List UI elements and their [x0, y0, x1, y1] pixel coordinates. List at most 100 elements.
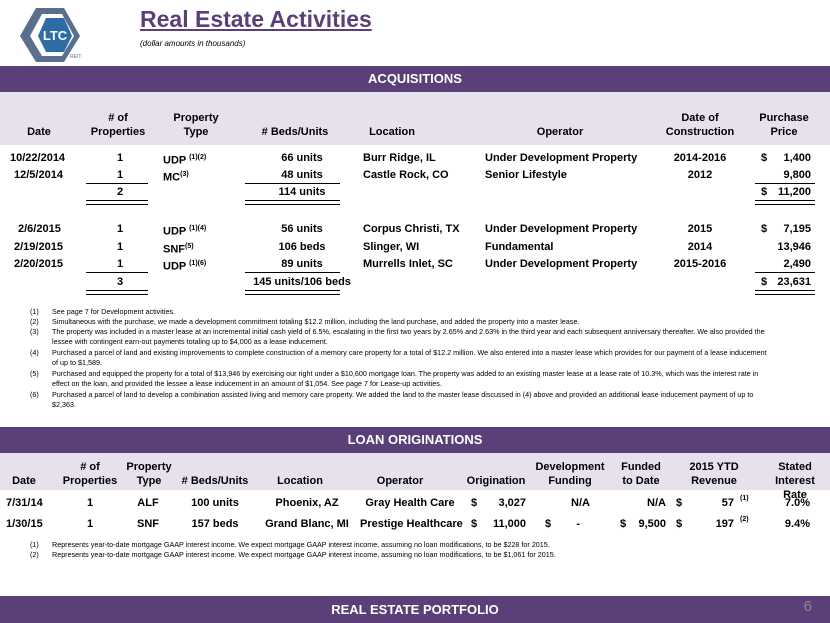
acq-date: 10/22/2014 [10, 152, 66, 164]
footnote-text: Represents year-to-date mortgage GAAP in… [52, 550, 556, 559]
footnote-text: Simultaneous with the purchase, we made … [52, 317, 580, 326]
acq-date: 2/6/2015 [18, 223, 61, 235]
acq-beds: 56 units [281, 223, 323, 235]
acq-total-beds: 114 units [278, 186, 326, 198]
table-row: 2/6/2015 1 UDP (1)(4) 56 units Corpus Ch… [0, 222, 830, 238]
acq-operator: Senior Lifestyle [485, 169, 567, 181]
footnote-number: (4) [30, 348, 39, 357]
footnote-number: (2) [30, 317, 39, 326]
acq-price: 7,195 [783, 223, 811, 235]
acquisitions-section-title: ACQUISITIONS [0, 66, 830, 92]
double-divider [86, 290, 148, 295]
loan-col-location: Location [277, 475, 323, 487]
double-divider [245, 200, 340, 205]
loan-type: ALF [137, 497, 159, 509]
loan-col-stated-rate: Stated Interest Rate [775, 461, 815, 501]
loan-origination: 11,000 [492, 518, 526, 530]
loan-beds: 157 beds [191, 518, 239, 530]
loan-location: Grand Blanc, MI [265, 518, 349, 530]
acq-location: Murrells Inlet, SC [363, 258, 453, 270]
acq-location: Slinger, WI [363, 241, 420, 253]
acq-col-date: Date [27, 126, 51, 138]
footnote-number: (5) [30, 369, 39, 378]
acq-col-operator: Operator [536, 126, 584, 138]
acq-dollar: $ [761, 223, 768, 235]
acq-total-dollar: $ [761, 276, 768, 288]
loan-col-date: Date [12, 475, 36, 487]
loan-funded: 9,500 [638, 518, 666, 530]
divider [86, 272, 148, 273]
acq-type: UDP (1)(4) [163, 225, 207, 238]
footnote-number: (2) [30, 550, 39, 559]
acq-total-price: 23,631 [777, 276, 811, 288]
footnote-number: (1) [30, 307, 39, 316]
table-row: 10/22/2014 1 UDP (1)(2) 66 units Burr Ri… [0, 151, 830, 167]
acq-type: SNF(5) [163, 243, 194, 256]
acq-col-num-properties: # of Properties [90, 112, 146, 138]
table-row: 2/19/2015 1 SNF(5) 106 beds Slinger, WI … [0, 240, 830, 256]
loan-col-dev-funding: Development Funding [535, 461, 605, 487]
divider [755, 272, 815, 273]
divider [245, 183, 340, 184]
acq-dollar: $ [761, 152, 768, 164]
loan-type: SNF [137, 518, 159, 530]
loan-num: 1 [86, 518, 94, 530]
loan-num: 1 [86, 497, 94, 509]
acq-construction: 2014-2016 [673, 152, 727, 164]
footnote-number: (3) [30, 327, 39, 336]
acq-price: 2,490 [783, 258, 811, 270]
loan-dev-funding: N/A [571, 497, 590, 509]
footnote-text: Represents year-to-date mortgage GAAP in… [52, 540, 550, 549]
loan-operator: Prestige Healthcare [360, 518, 463, 530]
acq-location: Corpus Christi, TX [363, 223, 460, 235]
loans-footnotes: (1) Represents year-to-date mortgage GAA… [0, 540, 830, 562]
footnote-text: The property was included in a master le… [52, 327, 765, 346]
loan-origination: 3,027 [498, 497, 526, 509]
table-row: 7/31/14 1 ALF 100 units Phoenix, AZ Gray… [0, 495, 830, 510]
acq-date: 2/19/2015 [14, 241, 63, 253]
loan-funded: N/A [647, 497, 666, 509]
acq-type: UDP (1)(2) [163, 154, 207, 167]
portfolio-section-title: REAL ESTATE PORTFOLIO [0, 596, 830, 623]
acq-num: 1 [116, 223, 124, 235]
acq-location: Burr Ridge, IL [363, 152, 436, 164]
acq-beds: 66 units [281, 152, 323, 164]
loan-ytd-revenue: 57 [721, 497, 734, 509]
acquisitions-header-band [0, 92, 830, 145]
footnote-text: See page 7 for Development activities. [52, 307, 176, 316]
acq-num: 1 [116, 258, 124, 270]
loan-col-beds-units: # Beds/Units [181, 475, 249, 487]
footnote-text: Purchased and equipped the property for … [52, 369, 759, 388]
acq-operator: Under Development Property [485, 223, 638, 235]
acq-price: 1,400 [783, 152, 811, 164]
footnote-text: Purchased a parcel of land to develop a … [52, 390, 754, 409]
loan-operator: Gray Health Care [365, 497, 455, 509]
loan-stated-rate: 9.4% [784, 518, 810, 530]
acq-col-date-construction: Date of Construction [665, 112, 735, 138]
loan-rev-footnote-ref: (2) [740, 516, 749, 523]
loan-col-ytd-revenue: 2015 YTD Revenue [689, 461, 739, 487]
acq-total-beds: 145 units/106 beds [253, 276, 351, 288]
acq-type: UDP (1)(6) [163, 260, 207, 273]
acq-price: 13,946 [777, 241, 811, 253]
double-divider [86, 200, 148, 205]
loan-rev-footnote-ref: (1) [740, 495, 749, 502]
acq-date: 2/20/2015 [14, 258, 63, 270]
acq-beds: 106 beds [278, 241, 326, 253]
acq-num: 1 [116, 241, 124, 253]
footnote-text: Purchased a parcel of land and existing … [52, 348, 767, 367]
svg-text:REIT: REIT [70, 54, 81, 60]
company-logo: LTC REIT [8, 6, 128, 64]
table-row: 1/30/15 1 SNF 157 beds Grand Blanc, MI P… [0, 516, 830, 531]
acq-total-price: 11,200 [777, 186, 811, 198]
page-title: Real Estate Activities [140, 6, 372, 32]
footnote-number: (6) [30, 390, 39, 399]
acq-location: Castle Rock, CO [363, 169, 449, 181]
loan-rev-dollar: $ [676, 497, 683, 509]
loan-col-property-type: Property Type [126, 461, 172, 487]
acq-col-location: Location [369, 126, 415, 138]
divider [245, 272, 340, 273]
loan-dev-dollar: $ [545, 518, 552, 530]
loan-funded-dollar: $ [620, 518, 627, 530]
acq-operator: Under Development Property [485, 258, 638, 270]
